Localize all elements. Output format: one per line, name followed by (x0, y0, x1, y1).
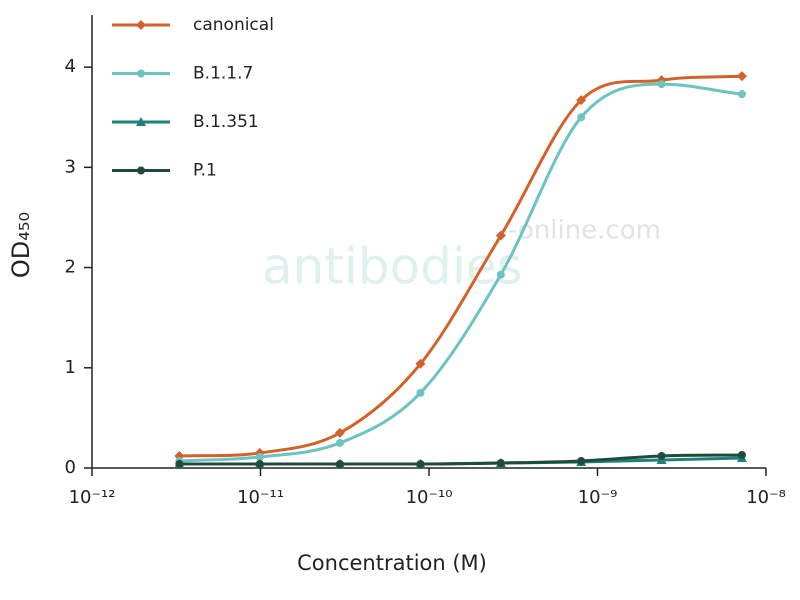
marker (496, 458, 505, 467)
x-tick-label: 10⁻⁸ (746, 487, 786, 508)
marker (334, 427, 345, 438)
marker (335, 459, 344, 468)
marker (657, 80, 666, 89)
x-tick-label: 10⁻¹¹ (237, 487, 284, 508)
y-tick-label: 2 (65, 257, 76, 278)
y-tick-label: 0 (65, 457, 76, 478)
legend-label: P.1 (193, 161, 217, 181)
marker (576, 95, 587, 106)
x-tick-label: 10⁻⁹ (578, 487, 618, 508)
marker (175, 459, 184, 468)
marker (137, 166, 145, 175)
fit-curve (179, 453, 742, 466)
marker (737, 450, 746, 459)
marker (335, 438, 344, 447)
marker (136, 117, 146, 126)
marker (737, 90, 746, 99)
marker (577, 456, 586, 465)
marker (255, 452, 264, 461)
marker (495, 230, 506, 241)
y-tick-label: 1 (65, 357, 76, 378)
legend-label: canonical (193, 15, 274, 35)
marker (736, 71, 747, 82)
legend-label: B.1.351 (193, 112, 259, 132)
marker (496, 270, 505, 279)
fit-curve (179, 82, 743, 463)
marker (137, 69, 145, 78)
x-axis-label: Concentration (M) (297, 551, 487, 575)
watermark: -online.com (508, 216, 661, 246)
legend-label: B.1.1.7 (193, 64, 253, 84)
marker (577, 113, 586, 122)
marker (415, 358, 426, 369)
x-tick-label: 10⁻¹² (69, 487, 116, 508)
marker (136, 20, 146, 30)
fit-curve (179, 74, 743, 458)
y-axis-label: OD₄₅₀ (7, 212, 35, 278)
marker (255, 459, 264, 468)
y-tick-label: 3 (65, 156, 76, 177)
x-tick-label: 10⁻¹⁰ (406, 487, 453, 508)
marker (657, 451, 666, 460)
marker (416, 459, 425, 468)
marker (416, 388, 425, 397)
watermark: antibodies (262, 238, 523, 296)
y-tick-label: 4 (65, 56, 76, 77)
